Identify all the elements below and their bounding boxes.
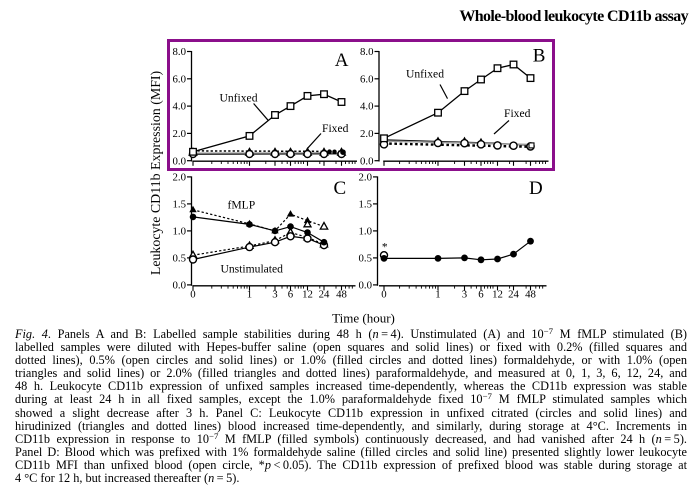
svg-text:1: 1 [247, 289, 252, 301]
svg-text:1.0: 1.0 [173, 226, 187, 238]
svg-text:12: 12 [302, 289, 313, 301]
svg-text:1.5: 1.5 [173, 199, 187, 211]
svg-text:48: 48 [525, 289, 536, 301]
svg-text:C: C [334, 178, 347, 199]
svg-text:0.0: 0.0 [173, 155, 187, 167]
svg-text:0: 0 [381, 289, 386, 301]
svg-text:3: 3 [272, 289, 277, 301]
svg-text:Unfixed: Unfixed [220, 91, 258, 104]
svg-text:Fixed: Fixed [504, 107, 531, 120]
svg-text:4.0: 4.0 [360, 101, 374, 113]
svg-text:2.0: 2.0 [360, 128, 374, 140]
svg-text:2.0: 2.0 [359, 172, 373, 184]
svg-text:0.5: 0.5 [173, 253, 187, 265]
svg-text:fMLP: fMLP [228, 199, 256, 212]
svg-text:48: 48 [336, 289, 347, 301]
svg-text:8.0: 8.0 [360, 46, 374, 58]
svg-text:6: 6 [288, 289, 294, 301]
svg-text:0.5: 0.5 [359, 253, 373, 265]
svg-text:1.5: 1.5 [359, 199, 373, 211]
svg-text:6.0: 6.0 [173, 73, 187, 85]
svg-text:24: 24 [508, 289, 519, 301]
svg-text:Time (hour): Time (hour) [332, 311, 395, 326]
svg-text:A: A [335, 50, 349, 71]
svg-text:2.0: 2.0 [173, 172, 187, 184]
svg-text:6: 6 [478, 289, 484, 301]
svg-text:4.0: 4.0 [173, 101, 187, 113]
svg-text:Unfixed: Unfixed [406, 67, 444, 80]
svg-text:6.0: 6.0 [360, 73, 374, 85]
svg-text:0.0: 0.0 [173, 280, 187, 292]
svg-text:Unstimulated: Unstimulated [221, 262, 284, 275]
svg-text:0: 0 [190, 289, 195, 301]
svg-text:8.0: 8.0 [173, 46, 187, 58]
svg-text:0.0: 0.0 [359, 280, 373, 292]
svg-text:*: * [382, 241, 388, 253]
svg-text:1: 1 [435, 289, 440, 301]
svg-text:24: 24 [319, 289, 330, 301]
svg-text:0.0: 0.0 [360, 155, 374, 167]
svg-text:B: B [533, 45, 546, 66]
svg-text:Fixed: Fixed [322, 122, 349, 135]
svg-text:12: 12 [492, 289, 503, 301]
svg-text:D: D [529, 178, 543, 199]
svg-text:3: 3 [462, 289, 467, 301]
svg-text:1.0: 1.0 [359, 226, 373, 238]
svg-text:2.0: 2.0 [173, 128, 187, 140]
